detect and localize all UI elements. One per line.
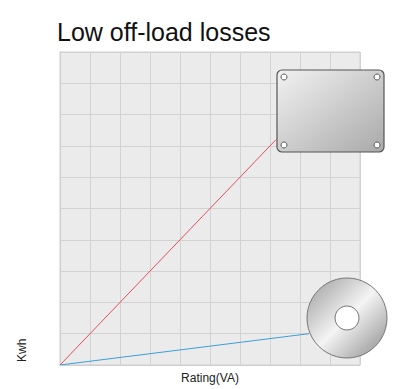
svg-text:Low off-load losses: Low off-load losses: [57, 18, 271, 46]
svg-text:Rating(VA): Rating(VA): [181, 371, 239, 385]
svg-text:Kwh: Kwh: [15, 339, 29, 362]
